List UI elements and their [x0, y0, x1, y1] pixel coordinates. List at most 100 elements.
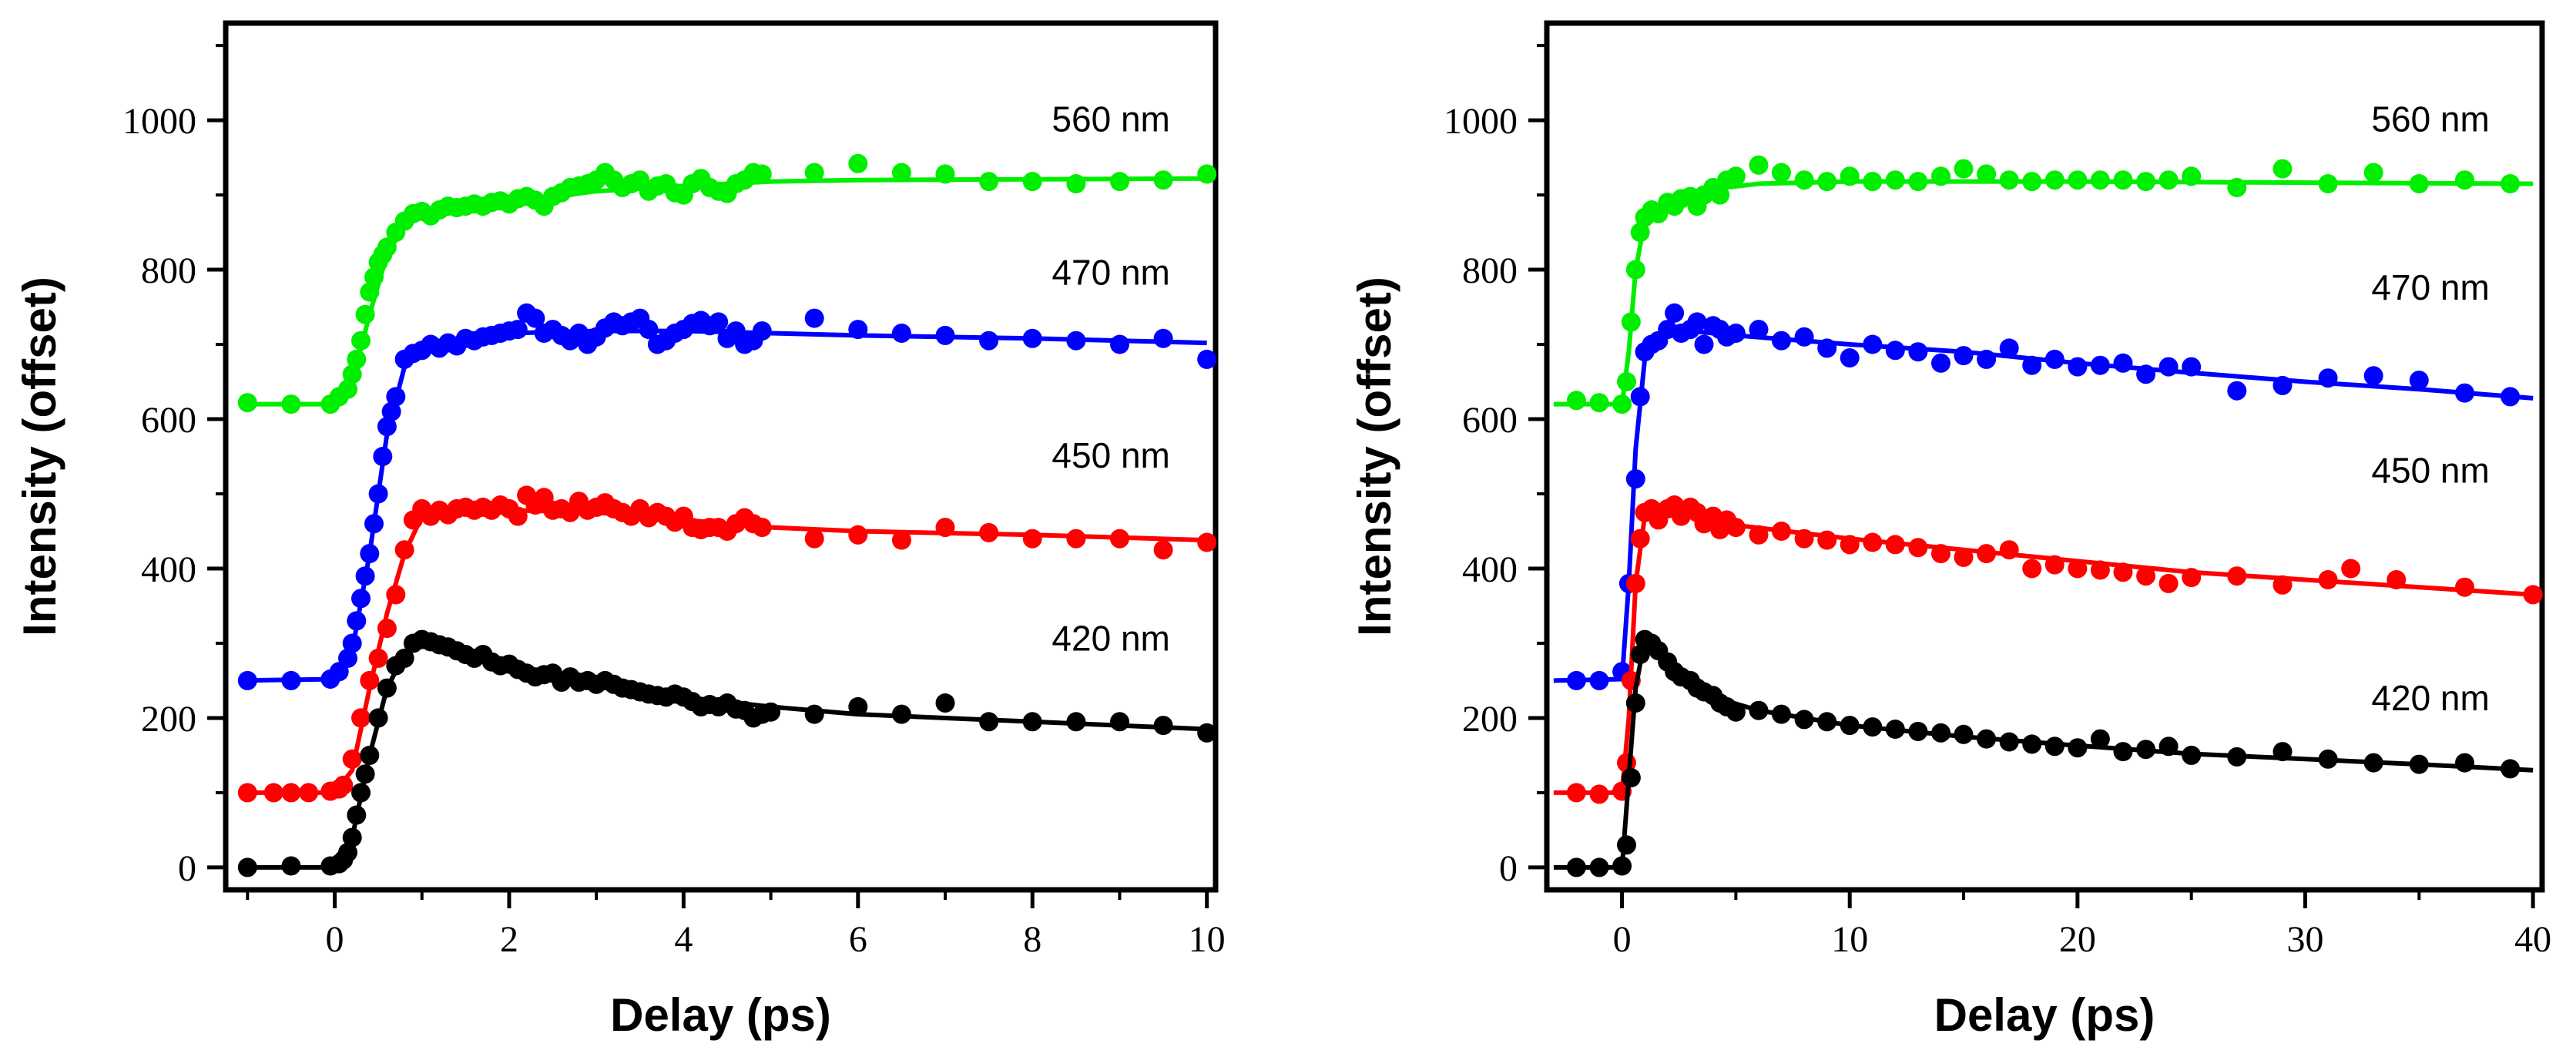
data-point	[342, 364, 362, 384]
series-420-nm: 420 nm	[1553, 629, 2534, 877]
data-point	[2022, 355, 2042, 375]
data-point	[338, 843, 357, 862]
data-point	[935, 693, 955, 713]
data-point	[2068, 559, 2088, 579]
data-point	[2113, 742, 2133, 762]
data-point	[360, 745, 380, 765]
data-point	[1153, 716, 1173, 736]
data-point	[1625, 260, 1645, 280]
data-point	[1066, 712, 1086, 732]
data-point	[935, 164, 955, 184]
data-point	[891, 163, 911, 183]
data-point	[804, 163, 824, 183]
data-point	[386, 387, 406, 407]
data-point	[2455, 383, 2474, 403]
data-point	[355, 764, 375, 784]
y-tick-label: 400	[1462, 549, 1518, 590]
data-point	[2318, 749, 2338, 769]
data-point	[1617, 372, 1636, 391]
data-point	[2113, 562, 2133, 582]
data-point	[2068, 738, 2088, 758]
data-point	[1625, 469, 1645, 489]
data-point	[1931, 723, 1950, 743]
series-label: 470 nm	[1052, 252, 1169, 292]
data-point	[752, 321, 772, 341]
data-point	[1794, 710, 1814, 730]
data-point	[1726, 702, 1746, 722]
x-tick-label: 20	[2059, 919, 2096, 960]
series-450-nm: 450 nm	[237, 435, 1217, 803]
series-560-nm: 560 nm	[1553, 99, 2534, 414]
plot-frame	[1544, 20, 2545, 893]
data-point	[1840, 535, 1860, 555]
data-point	[1710, 185, 1730, 205]
data-point	[1153, 540, 1173, 560]
data-point	[1999, 338, 2019, 358]
data-point	[1863, 717, 1883, 737]
data-point	[351, 708, 371, 728]
data-point	[1840, 348, 1860, 367]
series-label: 450 nm	[2371, 450, 2489, 490]
data-point	[2523, 585, 2543, 605]
data-point	[1840, 716, 1860, 736]
y-tick-label: 600	[1462, 400, 1518, 441]
data-point	[2318, 174, 2338, 193]
y-tick-label: 0	[178, 848, 196, 889]
data-point	[935, 518, 955, 538]
data-point	[2272, 742, 2293, 762]
data-point	[639, 320, 659, 340]
data-point	[1066, 174, 1086, 193]
data-point	[1885, 720, 1905, 739]
data-point	[237, 783, 257, 803]
data-point	[1999, 170, 2019, 190]
data-point	[347, 611, 367, 631]
data-point	[2090, 170, 2110, 190]
data-point	[1022, 712, 1042, 732]
data-point	[373, 447, 393, 466]
data-point	[979, 172, 999, 192]
data-point	[342, 749, 362, 769]
series-560-nm: 560 nm	[237, 99, 1217, 414]
data-point	[1908, 721, 1928, 741]
data-point	[2341, 559, 2361, 579]
data-point	[1630, 223, 1650, 243]
data-point	[334, 775, 354, 795]
data-point	[2318, 368, 2338, 388]
data-point	[281, 670, 301, 690]
y-tick-label: 1000	[122, 101, 196, 142]
data-point	[2227, 747, 2247, 767]
series-label: 470 nm	[2371, 267, 2489, 307]
data-point	[1977, 544, 1997, 564]
data-point	[2363, 753, 2383, 773]
x-tick-label: 0	[326, 919, 344, 960]
data-point	[752, 518, 772, 538]
data-point	[1630, 528, 1650, 549]
data-point	[1566, 670, 1586, 690]
data-point	[338, 379, 357, 399]
data-point	[1931, 353, 1950, 373]
x-tick-label: 0	[1613, 919, 1632, 960]
data-point	[1794, 528, 1814, 549]
data-point	[1977, 349, 1997, 369]
data-point	[1999, 540, 2019, 560]
data-point	[761, 702, 781, 722]
data-point	[281, 856, 301, 876]
data-point	[1066, 528, 1086, 549]
data-point	[2455, 753, 2474, 773]
data-point	[364, 267, 384, 287]
data-point	[2318, 570, 2338, 589]
data-point	[299, 783, 319, 803]
data-point	[368, 648, 388, 668]
data-point	[1589, 784, 1609, 804]
data-point	[2113, 170, 2133, 190]
data-point	[1794, 327, 1814, 347]
data-point	[394, 540, 414, 560]
data-point	[1566, 857, 1586, 877]
data-point	[1617, 835, 1636, 855]
x-axis-title: Delay (ps)	[1934, 989, 2155, 1041]
data-point	[1749, 525, 1769, 545]
data-point	[2272, 375, 2293, 395]
data-point	[1908, 172, 1928, 192]
